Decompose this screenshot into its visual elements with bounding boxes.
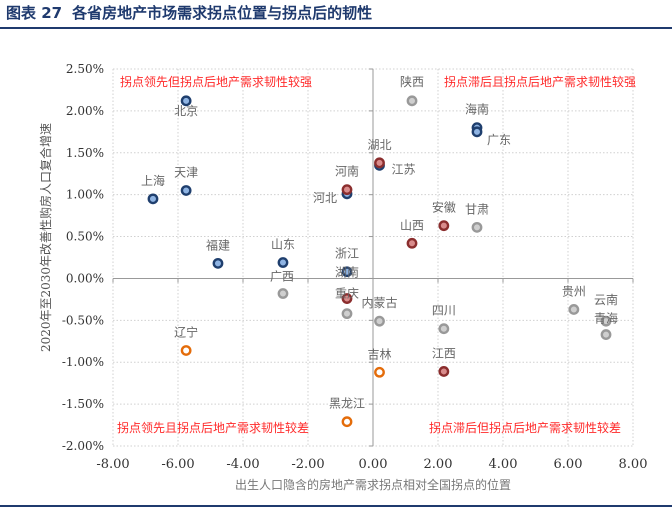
data-label: 湖北 bbox=[367, 137, 391, 152]
y-tick-label: 0.50% bbox=[66, 230, 104, 244]
x-axis-label: 出生人口隐含的房地产需求拐点相对全国拐点的位置 bbox=[235, 477, 511, 492]
y-tick-label: -2.00% bbox=[62, 439, 104, 453]
data-label: 内蒙古 bbox=[361, 295, 397, 310]
x-tick-label: 2.00 bbox=[424, 457, 453, 472]
data-point bbox=[277, 257, 289, 268]
data-label: 山西 bbox=[400, 218, 424, 232]
title-divider bbox=[0, 27, 672, 29]
data-point bbox=[471, 126, 483, 138]
y-tick-label: 1.50% bbox=[66, 146, 104, 160]
data-point bbox=[600, 315, 612, 327]
data-point bbox=[600, 329, 612, 340]
data-point bbox=[341, 266, 353, 278]
data-label: 河南 bbox=[335, 164, 359, 179]
x-tick-label: -8.00 bbox=[96, 457, 129, 472]
data-label: 四川 bbox=[432, 304, 456, 318]
data-label: 甘肃 bbox=[465, 202, 489, 216]
data-label: 广西 bbox=[270, 270, 294, 284]
data-label: 安徽 bbox=[432, 200, 456, 215]
data-point bbox=[341, 416, 353, 428]
data-point bbox=[438, 220, 450, 232]
data-point bbox=[438, 323, 450, 335]
x-tick-label: 4.00 bbox=[489, 457, 518, 472]
y-tick-label: 2.00% bbox=[66, 104, 104, 118]
x-tick-label: 6.00 bbox=[554, 457, 583, 472]
y-tick-label: -1.00% bbox=[62, 355, 104, 369]
y-tick-label: -0.50% bbox=[62, 313, 104, 327]
data-label: 陕西 bbox=[400, 74, 424, 89]
quadrant-label-top-left: 拐点领先但拐点后地产需求韧性较强 bbox=[120, 74, 312, 89]
data-point bbox=[374, 366, 385, 378]
data-label: 青海 bbox=[594, 311, 618, 326]
data-point bbox=[568, 304, 580, 315]
data-point bbox=[438, 366, 450, 377]
quadrant-label-bottom-left: 拐点领先且拐点后地产需求韧性较差 bbox=[117, 420, 309, 435]
data-point bbox=[212, 257, 224, 269]
data-point bbox=[341, 184, 353, 196]
quadrant-label-top-right: 拐点滞后且拐点后地产需求韧性较强 bbox=[444, 74, 636, 89]
data-label: 上海 bbox=[141, 173, 165, 188]
data-label: 黑龙江 bbox=[329, 397, 365, 411]
data-label: 山东 bbox=[271, 238, 295, 252]
x-tick-label: -4.00 bbox=[226, 457, 259, 472]
data-label: 北京 bbox=[174, 104, 198, 118]
data-label: 天津 bbox=[174, 165, 198, 179]
data-label: 福建 bbox=[206, 237, 230, 252]
y-axis-label: 2020年至2030年改善性购房人口复合增速 bbox=[38, 123, 53, 352]
data-label: 江西 bbox=[432, 346, 456, 360]
data-label: 重庆 bbox=[335, 287, 359, 301]
y-tick-label: -1.50% bbox=[62, 397, 104, 411]
data-label: 云南 bbox=[594, 292, 618, 307]
data-label: 贵州 bbox=[562, 284, 586, 298]
figure-title: 图表 27 各省房地产市场需求拐点位置与拐点后的韧性 bbox=[6, 2, 382, 23]
data-label: 海南 bbox=[465, 102, 489, 117]
data-point bbox=[180, 345, 192, 356]
quadrant-label-bottom-right: 拐点滞后但拐点后地产需求韧性较差 bbox=[429, 420, 621, 435]
x-tick-label: -2.00 bbox=[291, 457, 324, 472]
data-point bbox=[147, 193, 159, 205]
y-tick-label: 1.00% bbox=[66, 188, 104, 202]
data-label: 河北 bbox=[313, 191, 337, 205]
data-label: 广东 bbox=[487, 133, 511, 147]
data-point bbox=[406, 95, 418, 107]
x-tick-label: -6.00 bbox=[161, 457, 194, 472]
figure-number: 图表 27 bbox=[6, 4, 63, 22]
x-tick-label: 8.00 bbox=[619, 457, 648, 472]
y-tick-label: 0.00% bbox=[66, 271, 104, 285]
data-label: 浙江 bbox=[335, 247, 359, 261]
figure-title-text: 各省房地产市场需求拐点位置与拐点后的韧性 bbox=[72, 4, 373, 22]
bottom-divider bbox=[0, 505, 672, 507]
data-point bbox=[180, 185, 192, 196]
data-label: 吉林 bbox=[367, 347, 391, 361]
data-label: 湖南 bbox=[335, 265, 359, 280]
x-tick-label: 0.00 bbox=[359, 457, 388, 472]
data-label: 辽宁 bbox=[174, 324, 198, 339]
data-point bbox=[277, 288, 289, 299]
data-point bbox=[374, 157, 385, 169]
y-tick-label: 2.50% bbox=[66, 62, 104, 76]
data-label: 江苏 bbox=[391, 162, 415, 176]
data-point bbox=[180, 95, 192, 107]
data-point bbox=[406, 237, 418, 249]
data-point bbox=[341, 308, 353, 320]
data-point bbox=[471, 221, 483, 233]
data-point bbox=[374, 315, 385, 327]
data-point bbox=[341, 293, 353, 304]
